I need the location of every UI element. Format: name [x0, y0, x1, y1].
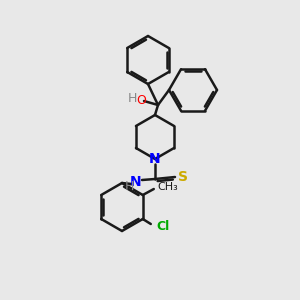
Text: O: O [136, 94, 146, 106]
Text: Cl: Cl [157, 220, 170, 233]
Text: S: S [178, 170, 188, 184]
Text: H: H [127, 92, 137, 106]
Text: N: N [149, 152, 161, 166]
Text: H: H [124, 179, 134, 193]
Text: CH₃: CH₃ [158, 182, 178, 192]
Text: N: N [130, 175, 142, 189]
